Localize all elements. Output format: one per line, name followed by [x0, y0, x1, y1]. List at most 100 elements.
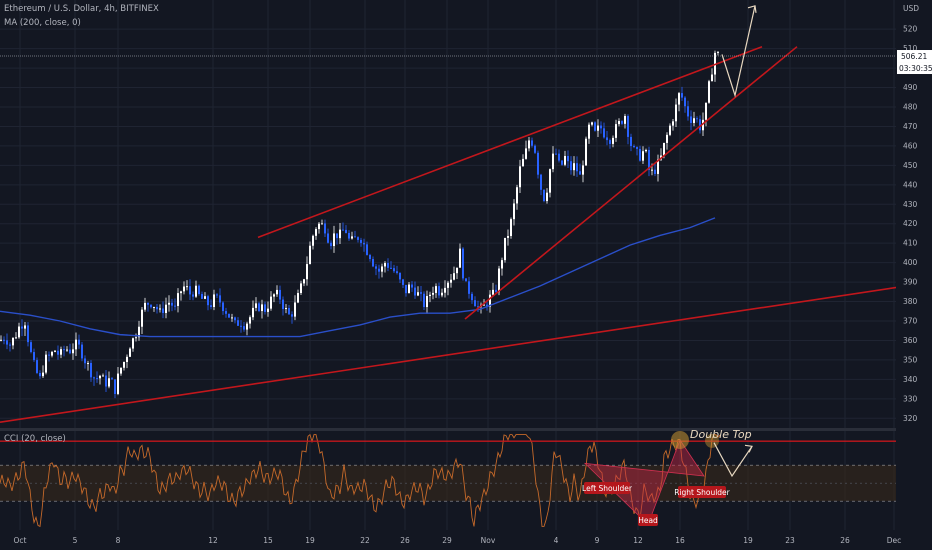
right-shoulder-label: Right Shoulder: [674, 488, 730, 497]
time-tick-label: 16: [675, 536, 685, 545]
trendlines: [0, 45, 932, 423]
candle-body: [504, 237, 506, 261]
candle-body: [417, 292, 419, 296]
candle-body: [594, 122, 596, 131]
candle-body: [105, 375, 107, 387]
candle-body: [564, 155, 566, 165]
candle-body: [630, 136, 632, 147]
price-tick-label: 480: [903, 103, 918, 112]
chart-title: Ethereum / U.S. Dollar, 4h, BITFINEX: [4, 4, 159, 14]
time-tick-label: 26: [400, 536, 410, 545]
candle-body: [84, 358, 86, 364]
candle-body: [588, 124, 590, 139]
last-price-badge: [897, 50, 932, 63]
candle-body: [120, 367, 122, 374]
candle-body: [150, 304, 152, 308]
candle-body: [195, 285, 197, 297]
candle-body: [339, 229, 341, 239]
candle-body: [207, 296, 209, 306]
candle-body: [654, 169, 656, 174]
price-tick-label: 380: [903, 297, 918, 306]
candle-body: [477, 306, 479, 308]
candle-body: [576, 163, 578, 172]
candle-body: [156, 306, 158, 310]
candle-body: [309, 245, 311, 265]
candle-body: [180, 291, 182, 294]
candle-body: [159, 308, 161, 310]
candle-body: [711, 74, 713, 82]
candle-body: [102, 375, 104, 377]
candle-body: [168, 302, 170, 305]
candle-body: [276, 289, 278, 295]
candle-body: [99, 375, 101, 379]
candle-body: [162, 308, 164, 313]
candle-body: [510, 219, 512, 237]
left-shoulder-label: Left Shoulder: [582, 484, 633, 493]
candle-body: [474, 300, 476, 307]
double-top-label: Double Top: [690, 428, 752, 441]
candle-body: [225, 311, 227, 314]
candle-body: [687, 106, 689, 117]
candle-body: [669, 125, 671, 135]
candle-body: [54, 350, 56, 352]
candle-body: [642, 151, 644, 161]
candle-body: [249, 317, 251, 324]
candle-body: [336, 233, 338, 239]
time-tick-label: Oct: [14, 536, 27, 545]
candle-body: [0, 339, 2, 341]
price-candles: [0, 50, 719, 399]
candle-body: [621, 121, 623, 124]
candle-body: [327, 233, 329, 243]
candle-body: [411, 284, 413, 288]
price-tick-label: 340: [903, 375, 918, 384]
candle-body: [405, 284, 407, 294]
candle-body: [573, 163, 575, 171]
price-tick-label: 420: [903, 219, 918, 228]
candle-body: [318, 223, 320, 230]
price-axis-background: [896, 0, 932, 530]
candle-body: [603, 128, 605, 138]
right-shoulder-box: [678, 486, 726, 498]
moving-average-line: [0, 217, 716, 338]
candle-body: [261, 304, 263, 312]
candle-body: [666, 134, 668, 143]
head-label: Head: [638, 516, 658, 525]
candle-body: [315, 229, 317, 236]
candle-body: [639, 148, 641, 161]
time-tick-label: 12: [633, 536, 643, 545]
price-tick-label: 460: [903, 141, 918, 150]
candle-body: [597, 125, 599, 131]
candle-body: [153, 306, 155, 308]
candle-body: [489, 294, 491, 307]
candle-body: [12, 337, 14, 346]
candle-body: [126, 356, 128, 362]
candle-body: [456, 267, 458, 274]
candle-body: [264, 304, 266, 312]
candle-body: [591, 122, 593, 125]
candle-body: [435, 286, 437, 293]
candle-body: [348, 232, 350, 239]
candle-body: [459, 248, 461, 268]
candle-body: [342, 229, 344, 231]
candle-body: [174, 305, 176, 307]
candle-body: [447, 282, 449, 288]
candle-body: [495, 289, 497, 293]
candle-body: [303, 279, 305, 284]
candle-body: [624, 115, 626, 124]
candle-body: [462, 248, 464, 279]
candle-body: [363, 242, 365, 245]
candle-body: [396, 271, 398, 273]
candle-body: [615, 124, 617, 138]
candle-body: [717, 51, 719, 53]
candle-body: [426, 296, 428, 308]
candle-body: [486, 304, 488, 307]
candle-body: [201, 294, 203, 299]
candle-body: [636, 146, 638, 149]
cci-projection-arrowhead: [744, 444, 753, 453]
candle-body: [432, 292, 434, 295]
candle-body: [117, 373, 119, 394]
candle-body: [93, 377, 95, 379]
candle-body: [648, 149, 650, 170]
